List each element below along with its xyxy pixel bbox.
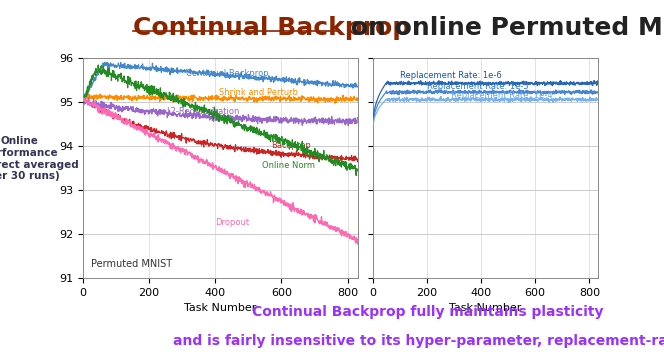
Text: Backprop: Backprop	[272, 141, 311, 150]
X-axis label: Task Number: Task Number	[184, 303, 256, 313]
Text: L2-Regularization: L2-Regularization	[166, 107, 239, 116]
Text: Permuted MNIST: Permuted MNIST	[91, 259, 173, 269]
Text: Replacement Rate: 1e-4: Replacement Rate: 1e-4	[451, 91, 552, 100]
Text: and is fairly insensitive to its hyper-parameter, replacement-rate: and is fairly insensitive to its hyper-p…	[173, 334, 664, 348]
Text: Shrink and Perturb: Shrink and Perturb	[218, 88, 297, 97]
Text: Continual Backprop: Continual Backprop	[185, 69, 268, 78]
Text: Continual Backprop: Continual Backprop	[133, 16, 410, 40]
Text: Online
Performance
(%Correct averaged
over 30 runs): Online Performance (%Correct averaged ov…	[0, 136, 79, 181]
Text: Replacement Rate: 1e-6: Replacement Rate: 1e-6	[400, 70, 501, 79]
Text: on online Permuted MNIST: on online Permuted MNIST	[342, 16, 664, 40]
X-axis label: Task Number: Task Number	[449, 303, 521, 313]
Text: Dropout: Dropout	[215, 218, 250, 227]
Text: Continual Backprop fully maintains plasticity: Continual Backprop fully maintains plast…	[252, 305, 604, 319]
Text: Replacement Rate: 1e-5: Replacement Rate: 1e-5	[427, 82, 529, 91]
Text: Online Norm: Online Norm	[262, 161, 315, 170]
